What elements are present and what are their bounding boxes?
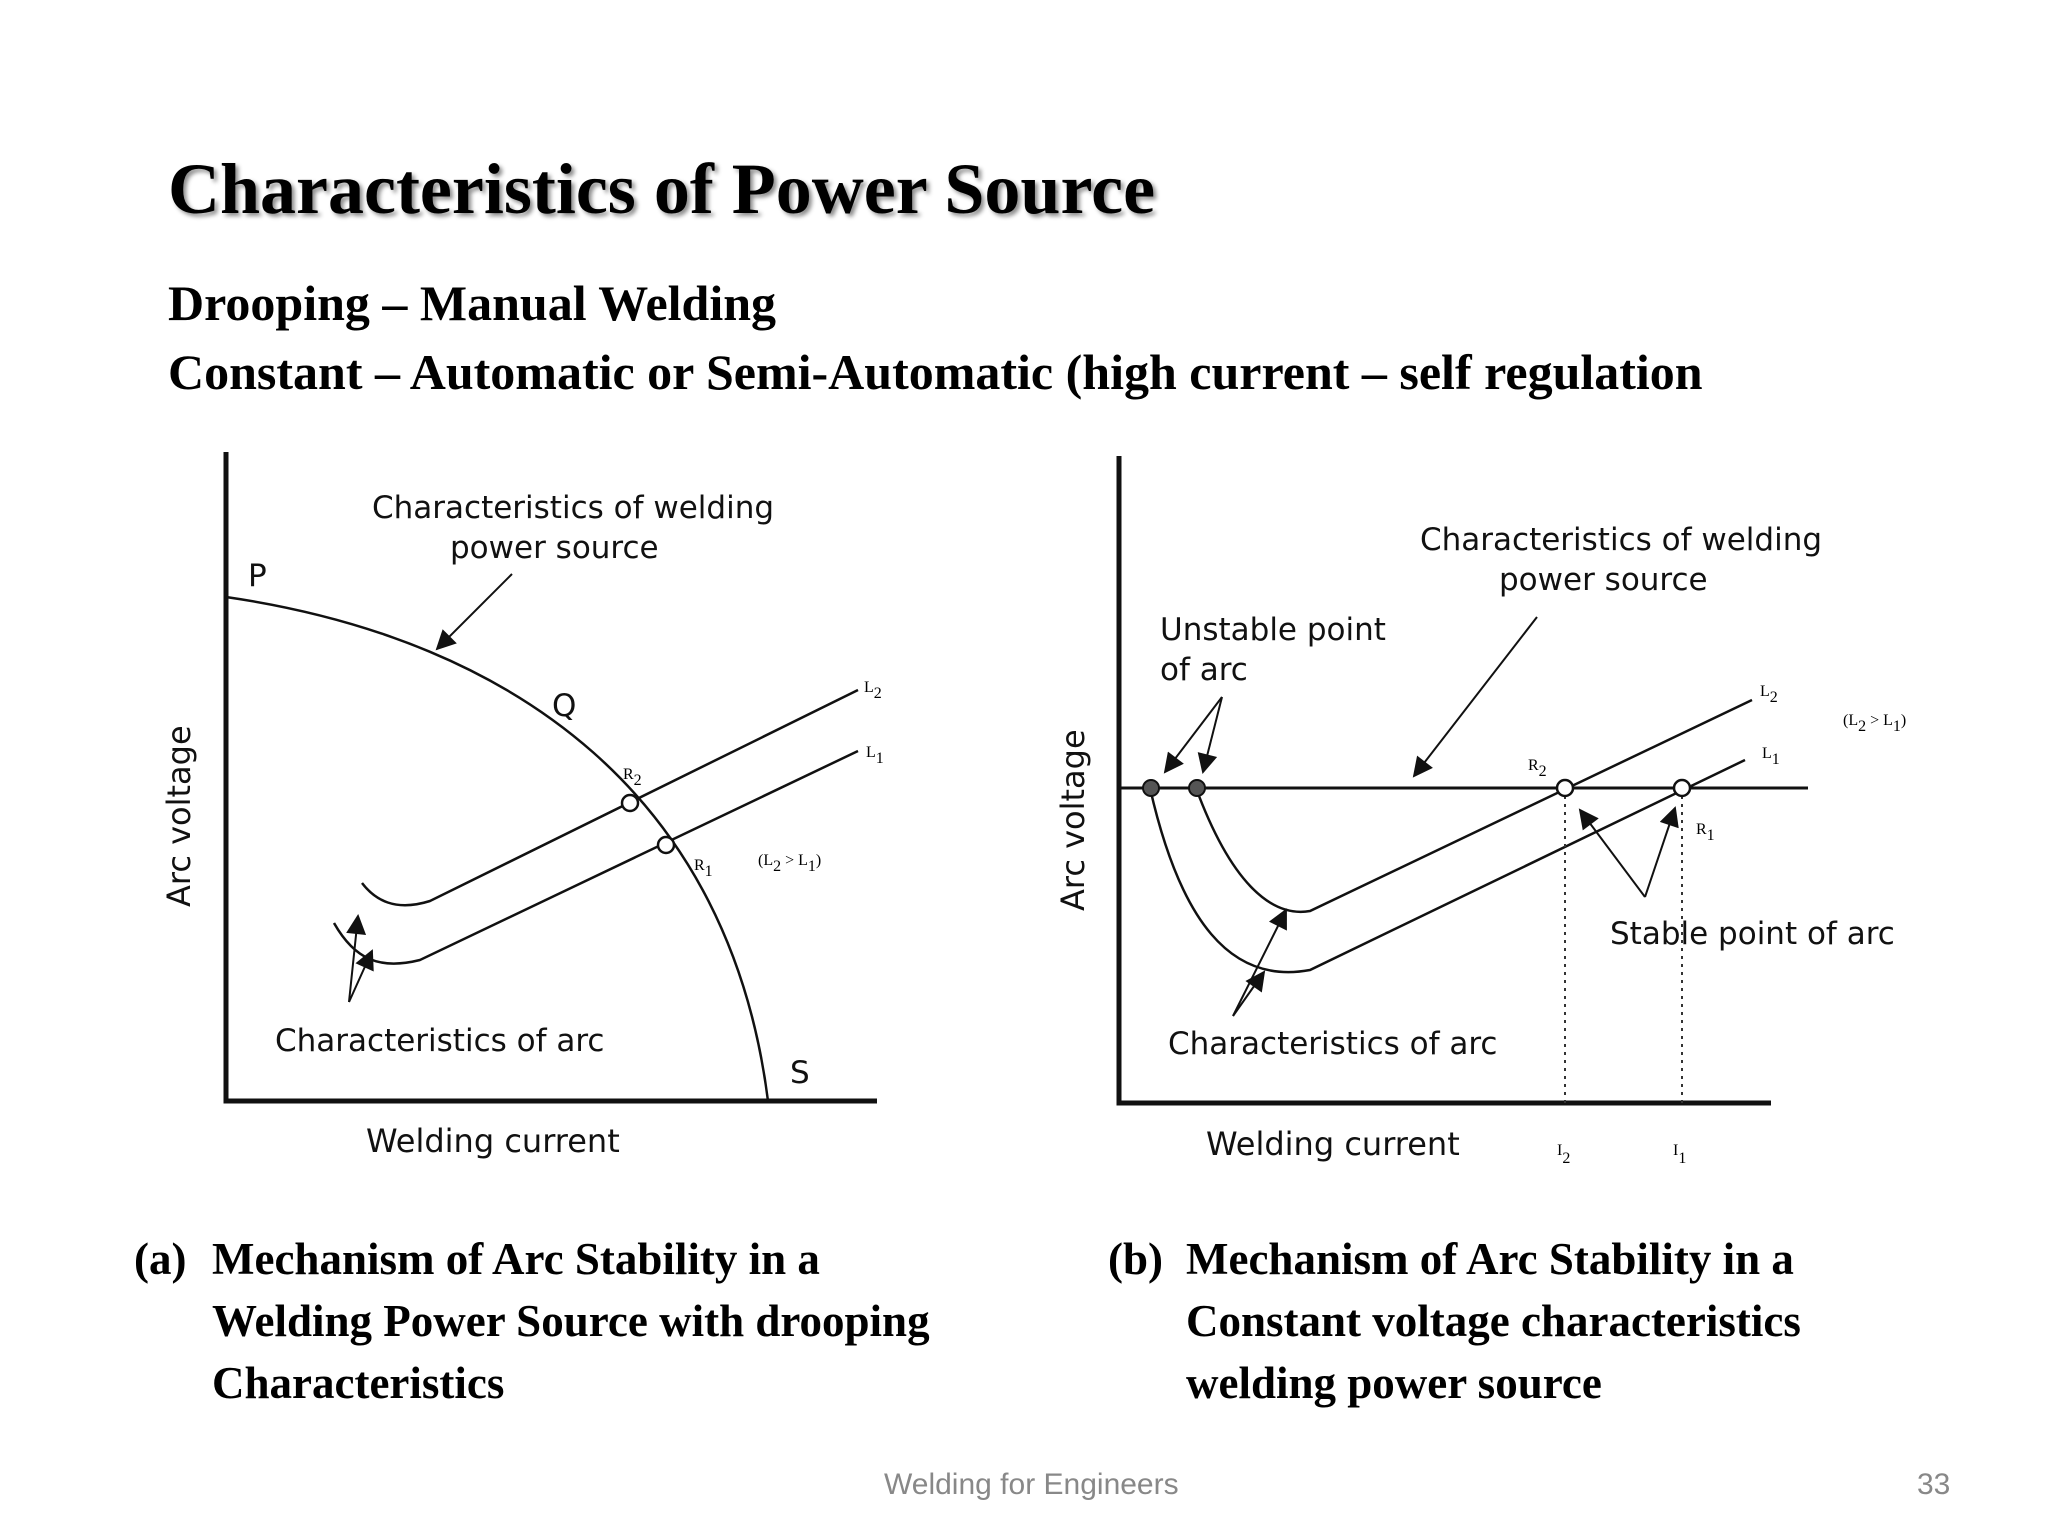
diagram-b-arc-label: Characteristics of arc [1168, 1026, 1497, 1062]
diagram-b-l1-label: L1 [1762, 745, 1780, 768]
diagram-b-power-source-arrow [1412, 616, 1538, 778]
diagram-b-point-r1 [1672, 778, 1692, 798]
diagram-b-point-r2 [1555, 778, 1575, 798]
caption-b-label: (b) [1108, 1234, 1163, 1284]
caption-b: (b) Mechanism of Arc Stability in a Cons… [1108, 1228, 1801, 1414]
diagram-a-l1-label: L1 [866, 744, 884, 767]
diagram-a-point-r1 [656, 835, 676, 855]
diagram-a-point-r2 [620, 793, 640, 813]
diagram-b-unstable-point-1 [1142, 779, 1160, 797]
diagram-b-stable-arrow-1 [1578, 808, 1646, 898]
diagram-b-i2-label: I2 [1557, 1142, 1570, 1167]
footer-text: Welding for Engineers [884, 1468, 1179, 1501]
diagram-b-arc-arrow-2 [1232, 970, 1266, 1017]
diagram-b-ylabel: Arc voltage [1054, 729, 1092, 911]
diagram-a-arc-arrow-2 [346, 914, 367, 1003]
diagram-b-unstable-label-1: Unstable point [1160, 612, 1386, 648]
caption-a-line-1: Mechanism of Arc Stability in a [212, 1234, 820, 1284]
diagram-a-arc-line-l2 [361, 688, 859, 907]
diagram-a-point-s-label: S [790, 1055, 810, 1091]
diagram-a-power-source-curve [225, 595, 770, 1102]
diagram-b-stable-arrow-2 [1644, 806, 1679, 898]
diagram-b-unstable-label-2: of arc [1160, 652, 1248, 688]
caption-b-line-1: Mechanism of Arc Stability in a [1186, 1234, 1794, 1284]
diagram-b-power-source-label-1: Characteristics of welding [1420, 522, 1822, 558]
subtitle-drooping: Drooping – Manual Welding [168, 275, 777, 331]
diagram-b-l2-label: L2 [1760, 683, 1778, 706]
diagram-a-power-source-label-1: Characteristics of welding [372, 490, 774, 526]
diagram-a: Arc voltage Welding current Characterist… [160, 452, 884, 1160]
diagram-a-axes [223, 452, 877, 1104]
diagram-b-xlabel: Welding current [1206, 1125, 1460, 1163]
diagram-b-unstable-arrow-1 [1163, 696, 1223, 774]
diagram-a-relation-label: (L2 > L1) [758, 852, 821, 875]
diagram-a-ylabel: Arc voltage [160, 725, 198, 907]
diagram-a-point-q-label: Q [552, 688, 576, 724]
caption-b-line-2: Constant voltage characteristics [1186, 1296, 1801, 1346]
page-number: 33 [1917, 1468, 1951, 1501]
diagram-b-power-source-label-2: power source [1499, 562, 1708, 598]
diagram-b-axes [1116, 456, 1771, 1106]
caption-b-line-3: welding power source [1186, 1358, 1602, 1408]
diagram-a-l2-label: L2 [864, 679, 882, 702]
diagram-b-r2-label: R2 [1528, 757, 1547, 780]
diagram-b-unstable-arrow-2 [1197, 696, 1223, 774]
subtitle-constant: Constant – Automatic or Semi-Automatic (… [168, 344, 1703, 400]
caption-a: (a) Mechanism of Arc Stability in a Weld… [134, 1228, 930, 1414]
diagram-a-r2-label: R2 [623, 766, 642, 789]
diagram-b-relation-label: (L2 > L1) [1843, 712, 1906, 735]
slide-title: Characteristics of Power Source [168, 149, 1156, 229]
diagram-a-arc-arrow-1 [348, 949, 374, 1003]
diagram-b-stable-label: Stable point of arc [1610, 916, 1895, 952]
diagram-b-arc-line-l2 [1194, 698, 1753, 914]
diagram-a-point-p-label: P [248, 558, 267, 594]
diagram-a-power-source-label-2: power source [450, 530, 659, 566]
diagram-b-i1-label: I1 [1673, 1142, 1686, 1167]
diagram-b-r1-label: R1 [1696, 821, 1715, 844]
diagram-a-r1-label: R1 [694, 857, 713, 880]
diagram-a-arc-label: Characteristics of arc [275, 1023, 604, 1059]
diagram-b-unstable-point-2 [1188, 779, 1206, 797]
diagram-b-arc-arrow-1 [1232, 908, 1287, 1017]
diagram-a-xlabel: Welding current [366, 1122, 620, 1160]
caption-a-line-3: Characteristics [212, 1358, 505, 1408]
caption-a-label: (a) [134, 1234, 187, 1284]
caption-a-line-2: Welding Power Source with drooping [212, 1296, 930, 1346]
diagram-b-arc-line-l1 [1148, 758, 1746, 974]
diagram-a-arc-line-l1 [332, 749, 859, 965]
diagram-b: Arc voltage Welding current Characterist… [1054, 456, 1906, 1167]
diagram-a-power-source-arrow [435, 573, 513, 651]
